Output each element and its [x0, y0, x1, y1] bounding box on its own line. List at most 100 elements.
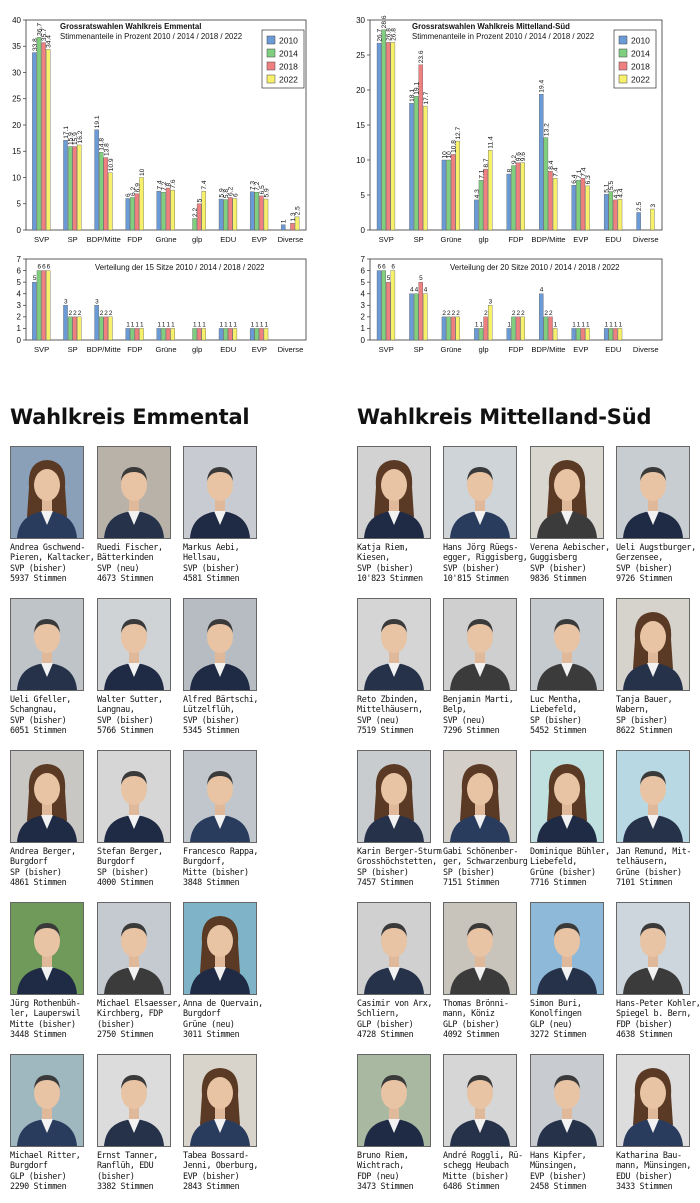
candidate-photo: [97, 750, 171, 843]
candidate-photo: [10, 902, 84, 995]
data-label: 3: [650, 204, 657, 208]
bar-2018: [166, 328, 170, 340]
data-label: 6: [382, 264, 386, 271]
candidate-caption-line: Katja Riem,: [357, 542, 439, 552]
candidate-caption: Michael Ritter, Burgdorf GLP (bisher) 2290 …: [10, 1150, 92, 1192]
data-label: 10: [139, 168, 146, 176]
y-tick-label: 20: [12, 121, 21, 130]
bar-2014: [414, 96, 418, 230]
candidate-caption-line: SVP (bisher): [530, 563, 612, 573]
x-tick-label: glp: [478, 345, 488, 354]
data-label: 2: [447, 310, 451, 317]
candidate-photo: [530, 750, 604, 843]
bar-2010: [219, 328, 223, 340]
legend-swatch: [267, 75, 275, 83]
data-label: 1: [577, 321, 581, 328]
candidate-caption-line: SVP (neu): [357, 715, 439, 725]
data-label: 2: [549, 310, 553, 317]
candidate-caption-line: Andrea Gschwend-: [10, 542, 92, 552]
data-label: 4: [424, 287, 428, 294]
candidate-caption-line: 2750 Stimmen: [97, 1029, 179, 1039]
y-tick-label: 1: [17, 324, 22, 333]
candidate-caption-line: SVP (bisher): [357, 563, 439, 573]
bar-2014: [447, 160, 451, 230]
candidate-caption: Bruno Riem, Wichtrach, FDP (neu) 3473 Stimm…: [357, 1150, 439, 1192]
candidate-card: Alfred Bärtschi, Lützelflüh, SVP (bisher) 5…: [183, 598, 265, 736]
candidate-caption: Verena Aebischer, Guggisberg SVP (bisher) 9…: [530, 542, 612, 584]
candidate-caption-line: Alfred Bärtschi,: [183, 694, 265, 704]
candidate-caption-line: Hans Jörg Rüegs-: [443, 542, 525, 552]
bar-2018: [548, 171, 552, 230]
candidate-caption-line: Verena Aebischer,: [530, 542, 612, 552]
candidate-caption-line: 7519 Stimmen: [357, 725, 439, 735]
candidate-photo: [616, 598, 690, 691]
candidate-caption-line: 5937 Stimmen: [10, 573, 92, 583]
candidate-caption-line: SVP (bisher): [616, 563, 698, 573]
candidate-caption-line: Karin Berger-Sturm: [357, 846, 439, 856]
candidate-caption-line: Luc Mentha,: [530, 694, 612, 704]
data-label: 6: [47, 264, 51, 271]
candidate-caption-line: Benjamin Marti,: [443, 694, 525, 704]
data-label: 1: [193, 321, 197, 328]
bar-2014: [99, 152, 103, 230]
candidate-caption-line: EVP (bisher): [530, 1171, 612, 1181]
y-tick-label: 0: [17, 226, 22, 235]
candidate-caption-line: Bätterkinden: [97, 552, 179, 562]
candidate-caption-line: Belp,: [443, 704, 525, 714]
legend-swatch: [267, 49, 275, 57]
bar-2014: [544, 138, 548, 230]
candidate-caption: Alfred Bärtschi, Lützelflüh, SVP (bisher) 5…: [183, 694, 265, 736]
data-label: 1: [618, 321, 622, 328]
candidate-photo: [183, 750, 257, 843]
data-label: 5: [419, 275, 423, 282]
candidate-caption-line: 3382 Stimmen: [97, 1181, 179, 1191]
data-label: 2: [442, 310, 446, 317]
x-tick-label: Grüne: [441, 235, 462, 244]
candidate-caption-line: Grosshöchstetten,: [357, 856, 439, 866]
y-tick-label: 40: [12, 16, 21, 25]
candidate-card: Stefan Berger, Burgdorf SP (bisher) 4000 St…: [97, 750, 179, 888]
candidate-photo: [530, 902, 604, 995]
bar-2014: [161, 192, 165, 230]
y-tick-label: 2: [361, 313, 366, 322]
bar-2014: [37, 37, 41, 230]
bar-2022: [295, 217, 299, 230]
bar-2022: [171, 328, 175, 340]
data-label: 3: [64, 298, 68, 305]
bar-2014: [382, 30, 386, 230]
candidate-caption: André Roggli, Rü-schegg Heubach Mitte (bi…: [443, 1150, 525, 1192]
candidate-caption-line: Ruedi Fischer,: [97, 542, 179, 552]
bar-2018: [104, 317, 108, 340]
legend-label: 2018: [279, 62, 298, 72]
candidate-caption: Reto Zbinden, Mittelhäusern, SVP (neu) 7519…: [357, 694, 439, 736]
candidate-card: Ruedi Fischer, Bätterkinden SVP (neu) 4673 …: [97, 446, 179, 584]
bar-2010: [250, 328, 254, 340]
data-label: 4.4: [617, 188, 624, 197]
bar-2014: [511, 166, 515, 230]
data-label: 2: [521, 310, 525, 317]
data-label: 5.5: [608, 181, 615, 190]
candidate-card: Markus Aebi, Hellsau, SVP (bisher) 4581 Sti…: [183, 446, 265, 584]
bar-2022: [618, 328, 622, 340]
candidate-card: Jürg Rothenbüh-ler, Lauperswil Mitte (bis…: [10, 902, 92, 1040]
data-label: 2: [484, 310, 488, 317]
candidate-caption-line: 5766 Stimmen: [97, 725, 179, 735]
candidate-caption-line: 2290 Stimmen: [10, 1181, 92, 1191]
candidate-card: Benjamin Marti, Belp, SVP (neu) 7296 Stimme…: [443, 598, 525, 736]
y-tick-label: 5: [17, 278, 22, 287]
candidate-caption: Luc Mentha, Liebefeld, SP (bisher) 5452 Sti…: [530, 694, 612, 736]
data-label: 1: [475, 321, 479, 328]
x-tick-label: FDP: [508, 235, 523, 244]
candidate-caption-line: Pieren, Kaltacker,: [10, 552, 92, 562]
candidate-caption-line: Bruno Riem,: [357, 1150, 439, 1160]
bar-2022: [650, 209, 654, 230]
data-label: 6.3: [585, 175, 592, 184]
legend-label: 2022: [631, 75, 650, 85]
candidate-caption-line: Spiegel b. Bern,: [616, 1008, 698, 1018]
candidate-caption-line: EVP (bisher): [183, 1171, 265, 1181]
candidate-caption-line: Walter Sutter,: [97, 694, 179, 704]
candidate-caption-line: Ueli Gfeller,: [10, 694, 92, 704]
bar-2014: [479, 328, 483, 340]
y-tick-label: 6: [361, 266, 366, 275]
data-label: 23.6: [418, 50, 425, 63]
